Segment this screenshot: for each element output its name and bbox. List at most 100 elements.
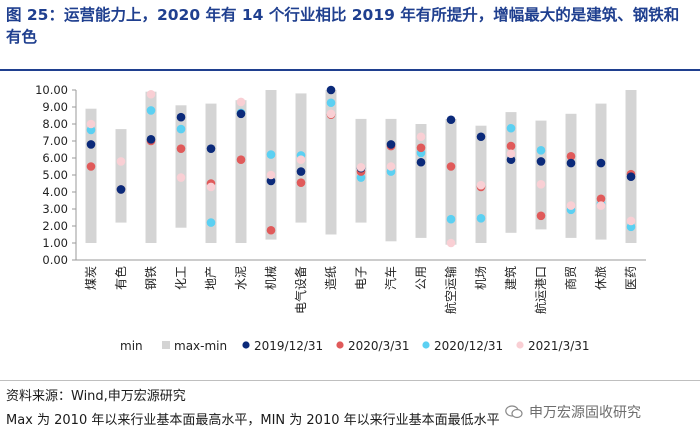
source-text: 资料来源：Wind,申万宏源研究 — [6, 389, 186, 404]
data-point — [266, 170, 276, 180]
legend-swatch — [336, 341, 344, 349]
data-point — [266, 176, 276, 186]
data-point — [356, 173, 366, 182]
figure-title: 图 25：运营能力上，2020 年有 14 个行业相比 2019 年有所提升，增… — [6, 6, 680, 46]
y-tick-label: 1.00 — [42, 236, 68, 250]
data-point — [266, 150, 276, 159]
data-point — [86, 119, 96, 129]
y-tick-label: 0.00 — [42, 253, 68, 267]
data-point — [566, 152, 576, 161]
data-point — [206, 218, 216, 227]
data-point — [236, 155, 246, 164]
range-bar — [205, 103, 217, 243]
watermark-text: 申万宏源固收研究 — [529, 405, 641, 421]
category-label: 钢铁 — [144, 266, 158, 290]
legend-swatch — [242, 341, 250, 349]
data-point — [386, 162, 396, 171]
data-point — [596, 194, 606, 204]
range-bar — [595, 103, 607, 240]
category-label: 建筑 — [503, 266, 518, 290]
data-point — [176, 173, 186, 182]
category-label: 医药 — [624, 266, 638, 290]
legend-swatch — [516, 341, 524, 349]
data-point — [176, 144, 186, 153]
range-bar — [385, 118, 397, 242]
data-point — [416, 132, 426, 142]
data-point — [416, 143, 426, 153]
data-point — [236, 97, 246, 107]
category-label: 航空运输 — [443, 266, 458, 314]
data-point — [86, 125, 96, 135]
y-tick-label: 7.00 — [42, 134, 68, 148]
footer-divider — [0, 380, 700, 381]
data-point — [356, 163, 366, 172]
data-point — [326, 109, 336, 119]
y-tick-label: 4.00 — [42, 185, 68, 199]
data-point — [536, 180, 546, 189]
data-point — [206, 182, 216, 192]
category-label: 有色 — [114, 266, 128, 290]
data-point — [476, 214, 486, 223]
range-dot-chart: 0.00 1.00 2.00 3.00 4.00 5.00 6.00 7.00 8.00 9.00… — [35, 83, 646, 353]
data-point — [146, 106, 156, 115]
data-point — [116, 185, 126, 194]
category-label: 电气设备 — [293, 266, 308, 314]
data-point — [176, 112, 186, 122]
legend-label: 2021/3/31 — [528, 339, 590, 353]
category-label: 机场 — [474, 266, 488, 290]
range-bar — [625, 90, 637, 243]
legend-swatch — [162, 341, 170, 349]
data-point — [296, 155, 306, 164]
data-point — [206, 144, 216, 153]
category-label: 水泥 — [234, 266, 248, 290]
y-tick-label: 8.00 — [42, 117, 68, 131]
data-point — [116, 157, 126, 166]
legend-label: 2020/3/31 — [348, 339, 410, 353]
range-bar — [175, 105, 187, 228]
data-point — [446, 214, 456, 224]
data-point — [446, 162, 456, 171]
data-point — [626, 172, 636, 181]
range-bar — [235, 100, 247, 243]
wechat-icon — [505, 405, 523, 419]
data-points — [86, 85, 636, 248]
data-point — [476, 180, 486, 190]
y-tick-label: 9.00 — [42, 100, 68, 114]
data-point — [416, 157, 426, 167]
legend: min max-min 2019/12/31 2020/3/31 2020/12/31 2… — [120, 339, 590, 353]
y-tick-label: 10.00 — [35, 83, 68, 97]
range-bar — [115, 129, 127, 223]
legend-label: 2019/12/31 — [254, 339, 323, 353]
range-bar — [445, 118, 457, 245]
range-bar — [85, 108, 97, 243]
data-point — [476, 132, 486, 142]
title-divider — [0, 69, 700, 71]
data-point — [86, 162, 96, 171]
range-bar — [265, 90, 277, 240]
y-tick-label: 5.00 — [42, 168, 68, 182]
category-label: 机械 — [263, 266, 278, 290]
data-point — [566, 158, 576, 168]
data-point — [176, 124, 186, 134]
data-point — [146, 135, 156, 144]
data-point — [266, 225, 276, 235]
range-bar — [535, 120, 547, 230]
data-point — [506, 123, 516, 133]
data-point — [596, 201, 606, 210]
data-point — [506, 149, 516, 159]
category-label: 电子 — [354, 266, 368, 290]
y-tick-labels: 0.00 1.00 2.00 3.00 4.00 5.00 6.00 7.00 8.00 9.00… — [35, 83, 76, 267]
watermark: 申万宏源固收研究 — [505, 402, 641, 422]
category-label: 煤炭 — [84, 266, 98, 290]
category-label: 商贸 — [563, 266, 578, 290]
data-point — [626, 216, 636, 226]
data-point — [146, 89, 156, 99]
category-label: 航运港口 — [533, 266, 548, 314]
data-point — [506, 141, 516, 151]
footnote-text: Max 为 2010 年以来行业基本面最高水平，MIN 为 2010 年以来行业… — [6, 413, 500, 428]
category-labels: 煤炭 有色 钢铁 化工 地产 水泥 机械 电气设备 造纸 电子 汽车 公用 航空运输 机场 建筑 航运港口 商贸… — [84, 266, 638, 314]
data-point — [326, 98, 336, 108]
data-point — [596, 158, 606, 168]
data-point — [386, 140, 396, 149]
category-label: 地产 — [204, 266, 218, 290]
